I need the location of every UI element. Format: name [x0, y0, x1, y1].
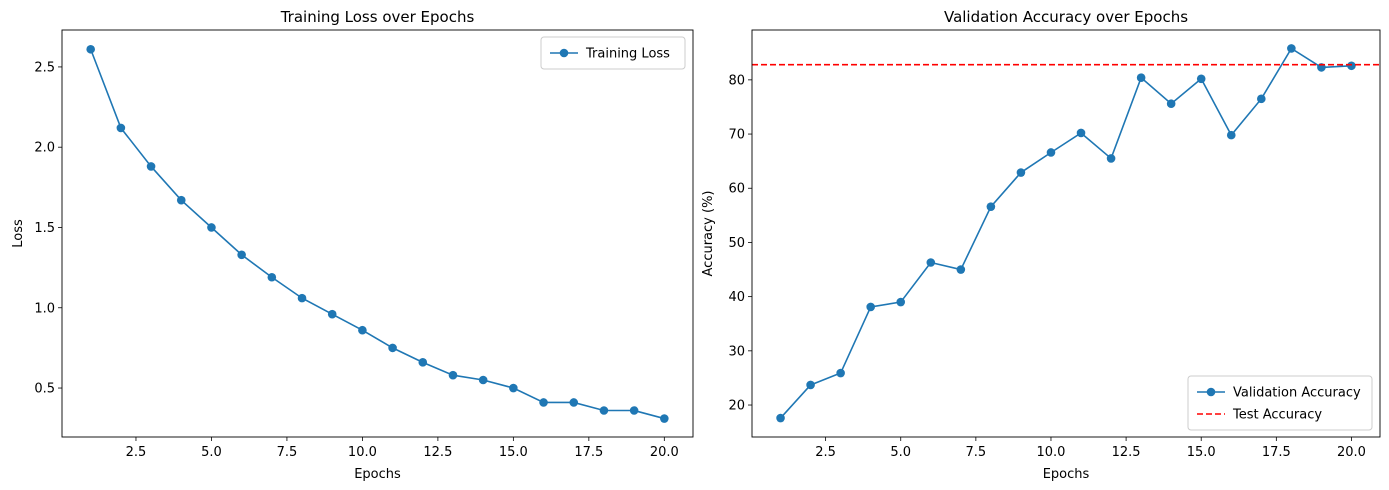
data-point	[896, 297, 906, 307]
data-point	[1196, 74, 1206, 84]
x-tick-label: 2.5	[126, 445, 147, 460]
data-point	[956, 265, 966, 274]
legend-handle-marker	[559, 48, 569, 58]
x-tick-label: 12.5	[1112, 445, 1141, 460]
data-point	[116, 123, 126, 133]
y-tick-label: 2.0	[34, 141, 55, 156]
x-axis-label: Epochs	[354, 467, 401, 482]
training-loss-chart: Training Loss over Epochs 2.5 5.0 7.5 10.0 12…	[11, 8, 694, 482]
x-tick-label: 20.0	[650, 445, 679, 460]
legend-label: Test Accuracy	[1232, 408, 1322, 423]
y-tick-label: 20	[728, 399, 745, 414]
data-point	[267, 272, 277, 282]
data-point	[1136, 73, 1146, 82]
data-point	[509, 383, 518, 393]
y-tick-label: 1.5	[34, 221, 55, 236]
y-tick-label: 70	[728, 128, 745, 143]
x-tick-label: 10.0	[1036, 445, 1065, 460]
legend: Training Loss	[540, 36, 686, 70]
plot-frame	[61, 29, 694, 438]
x-tick-label: 5.0	[890, 445, 911, 460]
data-point	[776, 413, 785, 423]
x-axis-label: Epochs	[1043, 467, 1090, 482]
x-tick-label: 12.5	[423, 445, 452, 460]
y-axis-label: Accuracy (%)	[701, 191, 716, 277]
x-tick-label: 20.0	[1337, 445, 1366, 460]
legend-label: Validation Accuracy	[1233, 386, 1361, 401]
x-tick-label: 5.0	[201, 445, 222, 460]
data-point	[1046, 148, 1056, 157]
y-tick-label: 60	[728, 182, 745, 197]
data-point	[1106, 154, 1116, 163]
data-point	[986, 202, 996, 211]
x-tick-label: 17.5	[574, 445, 603, 460]
data-point	[926, 258, 936, 267]
data-point	[418, 358, 428, 367]
data-point	[599, 406, 609, 415]
data-point	[1226, 130, 1236, 140]
y-tick-label: 2.5	[34, 60, 55, 75]
legend-label: Training Loss	[585, 47, 670, 62]
x-tick-label: 17.5	[1262, 445, 1291, 460]
data-point	[297, 293, 307, 303]
data-point	[448, 370, 458, 380]
data-point	[660, 414, 669, 423]
data-point	[629, 406, 639, 415]
x-tick-label: 7.5	[277, 445, 298, 460]
data-point	[358, 325, 367, 335]
data-point	[327, 309, 337, 319]
data-point	[207, 223, 216, 232]
x-tick-label: 10.0	[348, 445, 377, 460]
data-point	[86, 44, 95, 54]
y-tick-label: 50	[728, 236, 745, 251]
chart-title: Validation Accuracy over Epochs	[944, 8, 1188, 26]
legend-box	[1187, 375, 1373, 431]
data-point	[806, 380, 815, 390]
validation-accuracy-chart: Validation Accuracy over Epochs 2.5 5.0 7.5…	[701, 8, 1381, 482]
series-line	[89, 48, 665, 420]
y-tick-label: 30	[728, 344, 745, 359]
plot-frame	[751, 29, 1381, 438]
x-tick-label: 2.5	[815, 445, 836, 460]
data-point	[146, 162, 156, 171]
series-line	[779, 47, 1352, 419]
y-axis-label: Loss	[11, 219, 26, 248]
data-point	[866, 302, 875, 312]
data-point	[539, 398, 548, 407]
chart-title: Training Loss over Epochs	[280, 8, 475, 26]
data-point	[1076, 128, 1086, 138]
data-point	[478, 375, 488, 385]
y-tick-label: 0.5	[34, 382, 55, 397]
legend-handle-marker	[1206, 387, 1216, 397]
y-tick-label: 1.0	[34, 301, 55, 316]
legend-box	[540, 36, 686, 70]
x-tick-label: 15.0	[499, 445, 528, 460]
data-point	[1347, 61, 1356, 71]
x-tick-label: 15.0	[1187, 445, 1216, 460]
data-point	[176, 195, 186, 205]
data-point	[1257, 94, 1266, 104]
x-tick-label: 7.5	[966, 445, 987, 460]
y-tick-label: 40	[728, 290, 745, 305]
data-point	[1287, 44, 1296, 53]
data-point	[1016, 168, 1026, 177]
data-point	[388, 343, 397, 353]
data-point	[836, 368, 845, 378]
data-point	[1166, 99, 1176, 109]
legend: Validation Accuracy Test Accuracy	[1187, 375, 1373, 431]
data-point	[237, 250, 246, 260]
y-tick-label: 80	[728, 73, 745, 88]
data-point	[569, 398, 579, 407]
